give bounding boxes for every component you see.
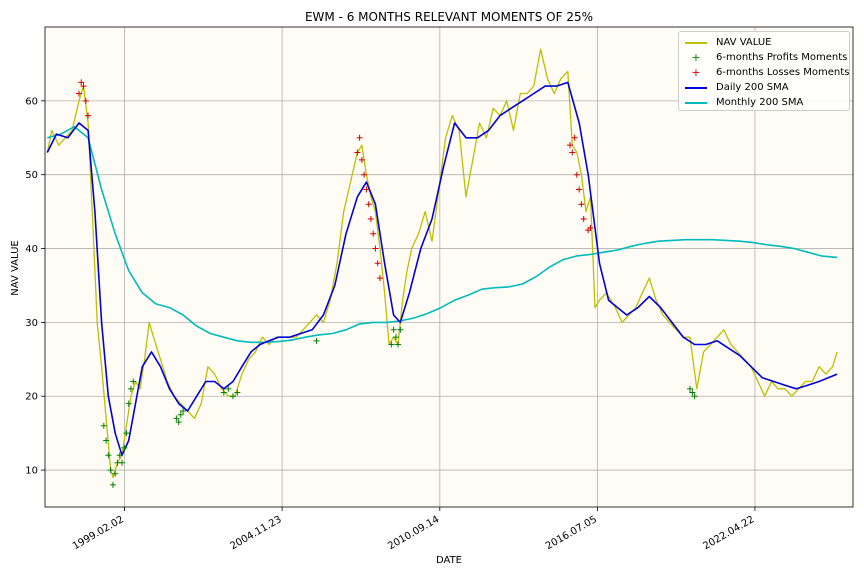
marker-6-months-profits-moments (121, 444, 128, 451)
y-axis: 10 20 30 40 50 60 (25, 96, 45, 477)
marker-6-months-profits-moments (177, 411, 184, 418)
legend-item: +6-months Profits Moments (685, 50, 847, 65)
marker-6-months-profits-moments (313, 337, 320, 344)
y-tick-label: 50 (25, 170, 38, 181)
grid-lines (45, 27, 853, 507)
y-tick-label: 30 (25, 318, 38, 329)
marker-6-months-losses-moments (567, 142, 574, 149)
series-line-daily-200-sma (46, 81, 838, 457)
legend-marker-swatch: + (691, 66, 701, 79)
legend-label: NAV VALUE (716, 37, 772, 48)
marker-6-months-losses-moments (82, 97, 89, 104)
legend-line-swatch (685, 95, 709, 110)
marker-6-months-losses-moments (358, 156, 365, 163)
x-tick-label: 1999.02.02 (71, 514, 126, 552)
marker-6-months-profits-moments (107, 467, 114, 474)
marker-6-months-losses-moments (573, 171, 580, 178)
marker-6-months-profits-moments (687, 385, 694, 392)
marker-6-months-profits-moments (109, 481, 116, 488)
marker-6-months-losses-moments (372, 245, 379, 252)
y-axis-label: NAV VALUE (10, 240, 21, 295)
legend-marker-swatch: + (691, 51, 701, 64)
marker-6-months-profits-moments (175, 419, 182, 426)
marker-6-months-profits-moments (229, 393, 236, 400)
marker-6-months-losses-moments (356, 134, 363, 141)
legend-item: Monthly 200 SMA (685, 95, 803, 110)
marker-6-months-losses-moments (576, 186, 583, 193)
y-tick-label: 60 (25, 96, 38, 107)
series-line-monthly-200-sma (47, 125, 838, 344)
marker-6-months-losses-moments (569, 149, 576, 156)
marker-6-months-profits-moments (100, 422, 107, 429)
legend-label: Daily 200 SMA (716, 82, 789, 93)
marker-6-months-losses-moments (363, 186, 370, 193)
marker-6-months-losses-moments (365, 201, 372, 208)
x-tick-label: 2022.04.22 (701, 514, 756, 552)
x-axis: 1999.02.02 2004.11.23 2010.09.14 2016.07.05… (71, 507, 756, 552)
marker-6-months-profits-moments (392, 334, 399, 341)
series-layer (46, 48, 838, 488)
marker-6-months-losses-moments (354, 149, 361, 156)
legend-label: 6-months Losses Moments (716, 67, 850, 78)
marker-6-months-losses-moments (80, 83, 87, 90)
marker-6-months-profits-moments (691, 393, 698, 400)
marker-6-months-profits-moments (388, 341, 395, 348)
marker-6-months-profits-moments (105, 452, 112, 459)
marker-6-months-losses-moments (374, 260, 381, 267)
marker-6-months-profits-moments (689, 389, 696, 396)
marker-6-months-profits-moments (130, 378, 137, 385)
marker-6-months-losses-moments (587, 224, 594, 231)
series-markers-6-months-profits-moments (100, 326, 698, 488)
legend-item: Daily 200 SMA (685, 80, 789, 95)
marker-6-months-profits-moments (127, 385, 134, 392)
marker-6-months-profits-moments (220, 389, 227, 396)
x-tick-label: 2010.09.14 (386, 514, 441, 552)
legend-line-swatch (685, 80, 709, 95)
marker-6-months-profits-moments (225, 385, 232, 392)
marker-6-months-profits-moments (125, 400, 132, 407)
legend-item: +6-months Losses Moments (685, 65, 849, 80)
marker-6-months-profits-moments (103, 437, 110, 444)
marker-6-months-profits-moments (180, 408, 187, 414)
y-tick-label: 10 (25, 466, 38, 477)
legend-label: 6-months Profits Moments (716, 52, 848, 63)
marker-6-months-profits-moments (234, 389, 241, 396)
marker-6-months-profits-moments (173, 415, 180, 422)
plot-frame (44, 26, 854, 508)
marker-6-months-profits-moments (390, 326, 397, 333)
marker-6-months-profits-moments (116, 452, 123, 459)
marker-6-months-profits-moments (397, 326, 404, 333)
y-tick-label: 20 (25, 392, 38, 403)
marker-6-months-losses-moments (370, 230, 377, 237)
marker-6-months-losses-moments (376, 275, 383, 282)
legend-line-swatch (685, 35, 709, 50)
marker-6-months-profits-moments (112, 470, 119, 477)
marker-6-months-losses-moments (75, 90, 82, 97)
legend-item: NAV VALUE (685, 35, 771, 50)
x-tick-label: 2016.07.05 (544, 514, 599, 552)
marker-6-months-profits-moments (395, 341, 402, 348)
legend-label: Monthly 200 SMA (716, 97, 804, 108)
marker-6-months-losses-moments (361, 171, 368, 178)
marker-6-months-losses-moments (367, 216, 374, 222)
marker-6-months-losses-moments (578, 201, 585, 208)
marker-6-months-losses-moments (580, 216, 587, 222)
marker-6-months-profits-moments (119, 459, 126, 466)
marker-6-months-losses-moments (85, 112, 92, 119)
series-line-nav-value (46, 48, 838, 479)
marker-6-months-profits-moments (123, 430, 130, 437)
legend: NAV VALUE +6-months Profits Moments +6-mon… (678, 31, 850, 111)
x-axis-label: DATE (436, 555, 462, 566)
series-markers-6-months-losses-moments (75, 79, 594, 282)
chart-title: EWM - 6 MONTHS RELEVANT MOMENTS OF 25% (305, 10, 593, 24)
x-tick-label: 2004.11.23 (229, 514, 284, 552)
marker-6-months-losses-moments (571, 134, 578, 141)
y-tick-label: 40 (25, 244, 38, 255)
marker-6-months-losses-moments (78, 79, 85, 86)
